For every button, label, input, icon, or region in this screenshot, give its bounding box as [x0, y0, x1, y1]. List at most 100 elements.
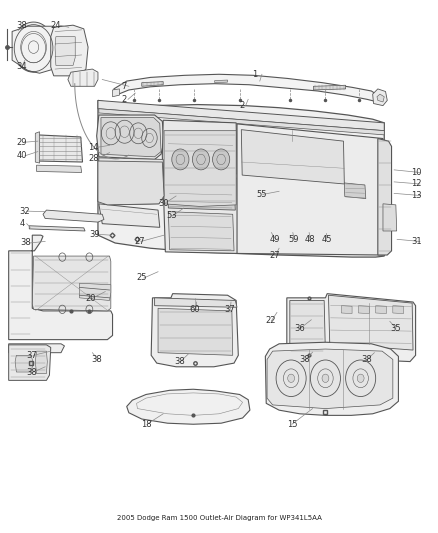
Text: 27: 27: [134, 237, 145, 246]
Text: 10: 10: [411, 168, 422, 177]
Text: 25: 25: [137, 273, 147, 282]
Polygon shape: [9, 345, 51, 381]
Polygon shape: [36, 165, 81, 173]
Polygon shape: [393, 306, 403, 313]
Polygon shape: [155, 298, 237, 307]
Polygon shape: [344, 183, 366, 199]
Polygon shape: [237, 124, 383, 255]
Polygon shape: [99, 109, 384, 135]
Polygon shape: [142, 82, 163, 86]
Polygon shape: [194, 174, 202, 177]
Circle shape: [172, 149, 189, 170]
Polygon shape: [265, 342, 399, 415]
Polygon shape: [151, 294, 238, 367]
Text: 38: 38: [174, 357, 185, 366]
Text: 15: 15: [287, 420, 297, 429]
Text: 45: 45: [321, 235, 332, 244]
Text: 2: 2: [240, 101, 245, 110]
Circle shape: [357, 374, 364, 383]
Text: 60: 60: [190, 305, 201, 314]
Polygon shape: [98, 100, 384, 257]
Text: 27: 27: [270, 251, 280, 260]
Polygon shape: [15, 356, 32, 372]
Polygon shape: [182, 174, 190, 177]
Text: 31: 31: [411, 237, 422, 246]
Polygon shape: [314, 85, 346, 90]
Text: 38: 38: [21, 238, 32, 247]
Polygon shape: [164, 131, 236, 206]
Polygon shape: [166, 141, 235, 180]
Polygon shape: [241, 130, 344, 184]
Text: 38: 38: [361, 355, 372, 364]
Text: 59: 59: [289, 235, 299, 244]
Polygon shape: [167, 182, 235, 210]
Polygon shape: [377, 94, 384, 102]
Text: 34: 34: [16, 62, 27, 71]
Polygon shape: [231, 174, 239, 177]
Text: 38: 38: [300, 355, 311, 364]
Polygon shape: [99, 204, 160, 228]
Circle shape: [212, 149, 230, 170]
Polygon shape: [98, 100, 384, 131]
Polygon shape: [101, 118, 161, 157]
Text: 28: 28: [88, 155, 99, 164]
Polygon shape: [358, 306, 369, 313]
Polygon shape: [55, 37, 75, 66]
Text: 38: 38: [16, 21, 27, 30]
Polygon shape: [206, 174, 214, 177]
Polygon shape: [32, 256, 111, 311]
Polygon shape: [267, 349, 393, 409]
Polygon shape: [162, 120, 238, 254]
Polygon shape: [373, 89, 387, 106]
Polygon shape: [43, 210, 104, 222]
Text: 48: 48: [305, 235, 315, 244]
Polygon shape: [158, 308, 233, 356]
Text: 55: 55: [257, 190, 267, 199]
Text: 12: 12: [411, 180, 422, 189]
Polygon shape: [97, 115, 164, 159]
Polygon shape: [113, 89, 120, 97]
Polygon shape: [127, 389, 250, 424]
Text: 37: 37: [27, 351, 38, 360]
Polygon shape: [98, 158, 164, 205]
Circle shape: [192, 149, 209, 170]
Text: 40: 40: [16, 151, 27, 160]
Polygon shape: [341, 306, 352, 313]
Text: 35: 35: [390, 324, 400, 333]
Polygon shape: [378, 139, 392, 255]
Polygon shape: [13, 22, 54, 72]
Text: 2: 2: [121, 95, 127, 104]
Text: 4: 4: [19, 219, 25, 228]
Polygon shape: [376, 306, 386, 313]
Polygon shape: [170, 174, 177, 177]
Text: 13: 13: [411, 191, 422, 200]
Text: 14: 14: [88, 143, 99, 152]
Polygon shape: [114, 74, 378, 102]
Text: 22: 22: [265, 316, 276, 325]
Polygon shape: [79, 283, 111, 301]
Polygon shape: [51, 25, 88, 76]
Text: 38: 38: [91, 355, 102, 364]
Polygon shape: [36, 135, 82, 162]
Polygon shape: [168, 212, 234, 251]
Text: 39: 39: [89, 230, 100, 239]
Polygon shape: [219, 174, 226, 177]
Polygon shape: [12, 26, 61, 73]
Polygon shape: [287, 294, 416, 361]
Text: 36: 36: [294, 324, 305, 333]
Text: 24: 24: [51, 21, 61, 30]
Circle shape: [322, 374, 329, 383]
Polygon shape: [98, 161, 164, 205]
Text: 2005 Dodge Ram 1500 Outlet-Air Diagram for WP341L5AA: 2005 Dodge Ram 1500 Outlet-Air Diagram f…: [117, 515, 321, 521]
Polygon shape: [35, 132, 39, 163]
Text: 53: 53: [166, 211, 177, 220]
Text: 29: 29: [16, 138, 27, 147]
Text: 20: 20: [85, 294, 95, 303]
Text: 18: 18: [141, 420, 152, 429]
Polygon shape: [328, 295, 413, 350]
Polygon shape: [170, 188, 231, 191]
Polygon shape: [35, 351, 47, 374]
Polygon shape: [9, 344, 64, 353]
Text: 30: 30: [158, 199, 169, 208]
Polygon shape: [68, 69, 98, 86]
